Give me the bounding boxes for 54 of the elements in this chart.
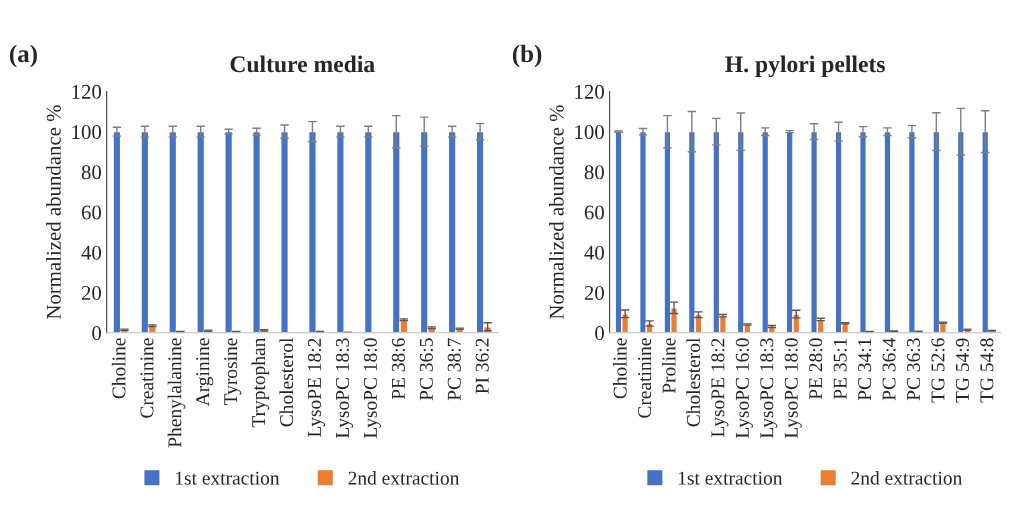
y-tick-label: 0: [595, 326, 604, 341]
y-tick-label: 80: [584, 165, 604, 180]
x-tick-label: PE 28:0: [809, 338, 823, 400]
x-tick-label: TG 54:9: [955, 338, 970, 403]
chart-title: Culture media: [230, 55, 375, 73]
legend-label: 1st extraction: [175, 471, 280, 485]
y-tick-label: 100: [575, 125, 604, 140]
y-tick-label: 20: [584, 285, 604, 300]
x-tick-label: PI 36:2: [475, 338, 489, 394]
x-tick-label: Creatinine: [638, 338, 652, 418]
y-tick-label: 80: [81, 165, 102, 180]
x-tick-label: Proline: [661, 338, 676, 394]
x-tick-label: LysoPE 18:2: [711, 338, 729, 437]
legend-label: 2nd extraction: [348, 471, 460, 485]
chart-title: H. pylori pellets: [725, 55, 885, 78]
y-tick-label: 60: [584, 205, 604, 220]
x-tick-label: Creatinine: [140, 338, 154, 418]
x-tick-label: PC 38:7: [447, 338, 461, 401]
y-tick-label: 120: [575, 84, 604, 99]
y-tick-label: 40: [584, 245, 604, 260]
x-tick-label: LysoPC 18:3: [335, 338, 353, 439]
y-tick-label: 20: [81, 285, 102, 300]
x-tick-label: LysoPC 18:0: [363, 338, 381, 439]
y-axis-title: Normalized abundance %: [46, 105, 61, 320]
x-tick-label: Choline: [111, 338, 126, 399]
x-tick-label: Cholesterol: [279, 337, 294, 427]
x-tick-label: Phenylalanine: [167, 338, 186, 448]
y-tick-label: 100: [72, 125, 102, 140]
y-axis-title: Normalized abundance %: [549, 105, 564, 320]
x-tick-label: Tryptophan: [251, 337, 270, 428]
y-tick-label: 120: [72, 84, 102, 99]
x-tick-label: PC 36:4: [882, 337, 896, 401]
x-tick-label: LysoPE 18:2: [307, 338, 326, 437]
legend-label: 2nd extraction: [851, 471, 963, 485]
x-tick-label: LysoPC 18:0: [784, 338, 802, 439]
x-tick-label: PC 36:3: [906, 338, 921, 401]
y-tick-label: 60: [81, 205, 102, 220]
x-tick-label: TG 54:8: [980, 338, 994, 403]
x-tick-label: PE 38:6: [391, 338, 405, 400]
text: (a): [9, 44, 37, 68]
y-tick-label: 0: [92, 326, 102, 341]
x-tick-label: Choline: [613, 338, 627, 399]
x-tick-label: PE 35:1: [833, 338, 847, 400]
legend-label: 1st extraction: [678, 471, 783, 485]
x-tick-label: PC 34:1: [858, 338, 872, 401]
x-tick-label: Cholesterol: [686, 337, 701, 427]
text: (b): [512, 44, 542, 68]
x-tick-label: Arginine: [196, 338, 214, 407]
x-tick-label: LysoPC 18:3: [760, 338, 778, 439]
x-tick-label: PC 36:5: [419, 338, 433, 401]
x-tick-label: Tyrosine: [224, 338, 242, 406]
y-tick-label: 40: [81, 245, 102, 260]
x-tick-label: TG 52:6: [931, 338, 945, 403]
x-tick-label: LysoPC 16:0: [735, 338, 753, 439]
